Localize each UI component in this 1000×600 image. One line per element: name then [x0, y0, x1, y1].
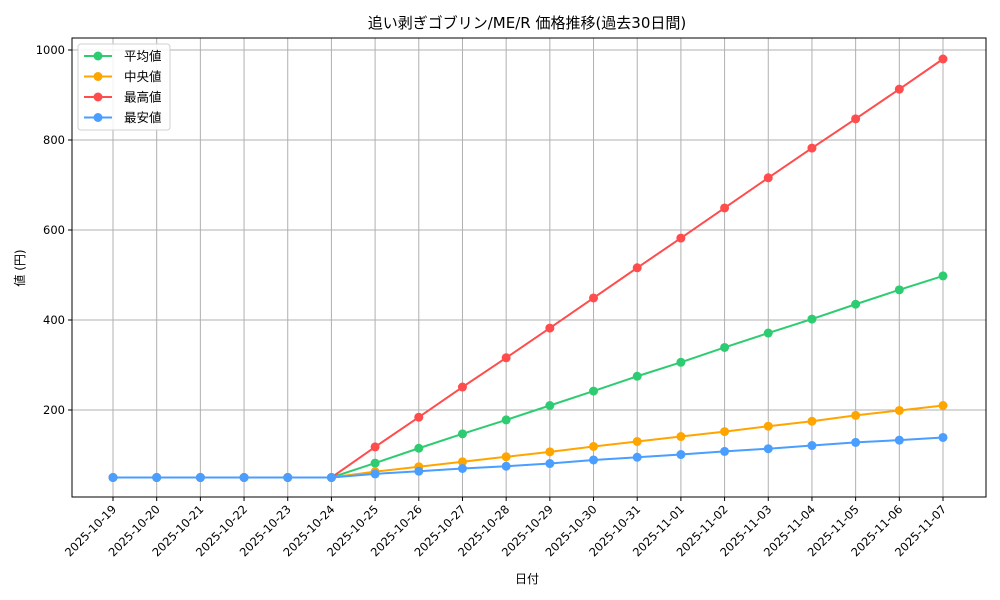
data-point [370, 442, 380, 452]
data-point [676, 450, 686, 460]
x-axis-ticks: 2025-10-192025-10-202025-10-212025-10-22… [62, 497, 949, 559]
data-point [589, 386, 599, 396]
y-tick-label: 400 [43, 313, 65, 327]
series-平均値 [108, 271, 948, 482]
data-point [851, 410, 861, 420]
legend-marker [93, 72, 103, 81]
data-point [632, 371, 642, 381]
data-point [457, 464, 467, 473]
data-point [632, 263, 642, 273]
series-layer [108, 54, 948, 482]
data-point [720, 427, 730, 437]
data-point [807, 416, 817, 426]
y-tick-label: 600 [43, 223, 65, 237]
data-point [851, 114, 861, 124]
data-point [370, 458, 380, 468]
legend-box [77, 43, 171, 131]
data-point [326, 473, 336, 482]
data-point [414, 443, 424, 453]
data-point [851, 299, 861, 309]
data-point [763, 173, 773, 183]
data-point [763, 421, 773, 431]
data-point [763, 444, 773, 454]
data-point [152, 473, 162, 482]
data-point [720, 342, 730, 352]
data-point [720, 446, 730, 456]
grid-lines [72, 38, 986, 497]
data-point [545, 459, 555, 469]
data-point [763, 328, 773, 338]
series-最高値 [108, 54, 948, 482]
data-point [720, 203, 730, 213]
data-point [414, 466, 424, 476]
data-point [807, 143, 817, 153]
data-point [894, 435, 904, 445]
y-axis-label: 値 (円) [12, 249, 27, 286]
series-最安値 [108, 432, 948, 482]
series-line [113, 274, 944, 479]
data-point [851, 437, 861, 447]
data-point [938, 271, 948, 281]
data-point [457, 429, 467, 439]
data-point [545, 447, 555, 457]
data-point [807, 314, 817, 324]
data-point [894, 84, 904, 94]
data-point [501, 452, 511, 462]
data-point [545, 323, 555, 333]
series-line [113, 58, 944, 479]
y-tick-label: 200 [43, 403, 65, 417]
data-point [676, 357, 686, 367]
data-point [370, 469, 380, 479]
plot-frame [71, 37, 987, 498]
data-point [938, 401, 948, 410]
data-point [457, 457, 467, 467]
data-point [676, 432, 686, 442]
data-point [938, 54, 948, 64]
data-point [501, 353, 511, 363]
data-point [589, 441, 599, 451]
data-point [894, 285, 904, 295]
data-point [501, 461, 511, 471]
data-point [632, 452, 642, 462]
data-point [676, 233, 686, 243]
legend-label: 最安値 [124, 110, 162, 125]
data-point [239, 473, 249, 482]
data-point [894, 405, 904, 415]
series-line [113, 404, 944, 479]
legend-marker [93, 51, 103, 61]
data-point [457, 382, 467, 392]
y-tick-label: 1000 [36, 43, 65, 57]
legend-label: 中央値 [124, 69, 162, 84]
legend-marker [93, 92, 103, 102]
data-point [545, 401, 555, 410]
data-point [807, 441, 817, 451]
y-axis-ticks: 200 400 600 800 1000 [36, 43, 72, 417]
y-tick-label: 800 [43, 133, 65, 147]
legend-marker [93, 113, 103, 122]
data-point [501, 415, 511, 425]
legend-label: 平均値 [124, 49, 162, 64]
x-axis-label: 日付 [515, 572, 539, 586]
data-point [195, 473, 205, 482]
data-point [414, 412, 424, 422]
legend-label: 最高値 [124, 90, 162, 105]
series-line [113, 436, 944, 479]
chart-title: 追い剥ぎゴブリン/ME/R 価格推移(過去30日間) [368, 14, 687, 32]
data-point [938, 432, 948, 442]
data-point [108, 473, 118, 482]
data-point [589, 293, 599, 303]
data-point [283, 473, 293, 482]
data-point [589, 455, 599, 465]
data-point [632, 437, 642, 446]
